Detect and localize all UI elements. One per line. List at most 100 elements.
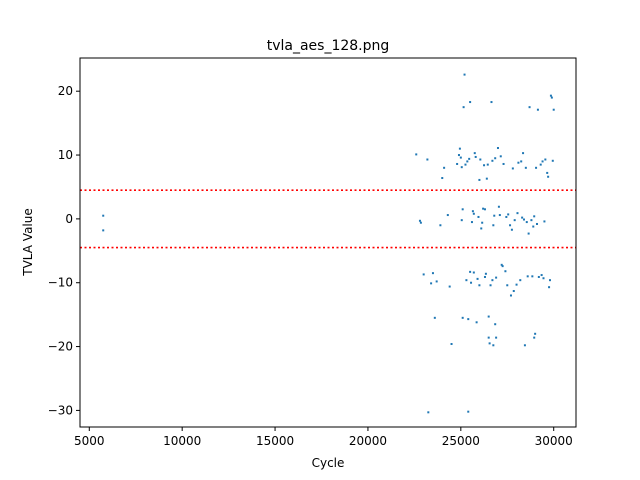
data-point [469,101,472,104]
data-point [523,344,526,347]
data-point [464,163,467,166]
data-point [541,160,544,163]
data-point [497,205,500,208]
data-point [443,166,446,169]
data-point [493,214,496,217]
data-point [530,219,533,222]
data-point [485,177,488,180]
axes-frame [79,57,577,428]
data-point [544,158,547,161]
data-point [506,284,509,287]
data-point [469,270,472,273]
data-point [480,227,483,230]
data-point [535,222,538,225]
data-point [534,332,537,335]
data-point [465,279,468,282]
data-point [502,162,505,165]
data-point [472,271,475,274]
data-point [505,215,508,218]
data-point [500,263,503,266]
data-point [512,290,515,293]
data-point [492,224,495,227]
data-point [533,336,536,339]
data-point [487,315,490,318]
x-axis-ticks: 5000 10000 15000 20000 25000 30000 [74,427,573,448]
y-axis-ticks: −30 −20 −10 0 10 20 [48,84,80,417]
data-point [477,215,480,218]
data-point [546,171,549,174]
data-point [510,228,513,231]
y-tick-label: −30 [48,403,73,417]
data-point [543,220,546,223]
data-point [430,282,433,285]
data-point [531,275,534,278]
x-tick-label: 5000 [74,434,105,448]
x-tick-label: 10000 [163,434,201,448]
data-point [458,147,461,150]
x-tick-label: 25000 [442,434,480,448]
data-point [474,155,477,158]
data-point [466,160,469,163]
data-point [533,215,536,218]
data-point [448,285,451,288]
data-point [456,162,459,165]
data-point [467,318,470,321]
data-point [527,232,530,235]
data-point [102,214,105,217]
data-point [483,208,486,211]
data-point [542,277,545,280]
data-point [441,177,444,180]
data-point [491,159,494,162]
data-point [520,160,523,163]
data-point [487,336,490,339]
data-point [511,167,514,170]
data-point [478,178,481,181]
data-point [446,214,449,217]
data-point [540,274,543,277]
data-point [551,159,554,162]
data-point [535,166,538,169]
y-tick-label: −20 [48,340,73,354]
data-point [435,280,438,283]
data-point [515,283,518,286]
data-point [517,161,520,164]
data-point [495,276,498,279]
data-point [552,108,555,111]
data-point [509,224,512,227]
data-point [481,221,484,224]
data-point [450,343,453,346]
data-point [459,156,462,159]
data-point [498,214,501,217]
x-tick-label: 30000 [535,434,573,448]
data-point [549,94,552,97]
data-point [426,158,429,161]
data-point [431,272,434,275]
data-point [521,216,524,219]
y-axis-label: TVLA Value [21,208,35,276]
data-point [486,163,489,166]
data-point [532,225,535,228]
y-tick-label: 20 [58,84,73,98]
data-point [468,157,471,160]
data-point [490,101,493,104]
data-point [482,207,485,210]
data-point [419,221,422,224]
data-point [418,219,421,222]
data-point [495,336,498,339]
threshold-lines [80,189,576,249]
data-point [479,158,482,161]
data-point [548,279,551,282]
data-point [471,210,474,213]
data-point [522,152,525,155]
data-point [524,166,527,169]
data-point [504,270,507,273]
data-point [102,229,105,232]
data-point [536,108,539,111]
chart-title: tvla_aes_128.png [267,38,390,54]
data-point [496,147,499,150]
data-point [427,411,430,414]
data-point [461,316,464,319]
data-point [494,157,497,160]
